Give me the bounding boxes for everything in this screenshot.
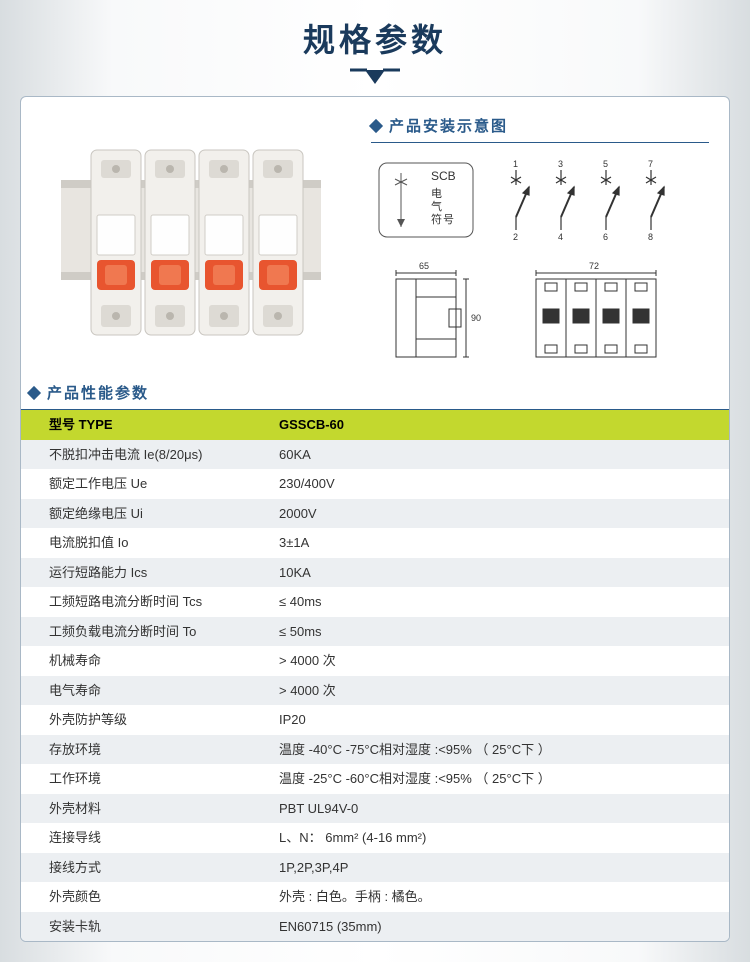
spec-value: IP20 xyxy=(251,705,729,735)
spec-label: 外壳防护等级 xyxy=(21,705,251,735)
diamond-icon xyxy=(369,118,383,132)
spec-label: 连接导线 xyxy=(21,823,251,853)
svg-text:2: 2 xyxy=(513,232,518,242)
table-row: 额定工作电压 Ue230/400V xyxy=(21,469,729,499)
spec-value: 3±1A xyxy=(251,528,729,558)
svg-text:号: 号 xyxy=(443,213,454,226)
table-header-row: 型号 TYPE GSSCB-60 xyxy=(21,410,729,440)
install-heading-text: 产品安装示意图 xyxy=(389,115,508,136)
spec-label: 接线方式 xyxy=(21,853,251,883)
svg-text:8: 8 xyxy=(648,232,653,242)
spec-label: 外壳材料 xyxy=(21,794,251,824)
svg-text:6: 6 xyxy=(603,232,608,242)
table-row: 存放环境温度 -40°C -75°C相对湿度 :<95% （ 25°C下 ） xyxy=(21,735,729,765)
install-heading: 产品安装示意图 xyxy=(371,115,709,143)
svg-text:气: 气 xyxy=(431,199,442,213)
table-row: 电气寿命> 4000 次 xyxy=(21,676,729,706)
spec-value: 温度 -25°C -60°C相对湿度 :<95% （ 25°C下 ） xyxy=(251,764,729,794)
spec-value: 230/400V xyxy=(251,469,729,499)
spec-value: 10KA xyxy=(251,558,729,588)
table-row: 工频短路电流分断时间 Tcs≤ 40ms xyxy=(21,587,729,617)
side-outline-diagram: 65 90 xyxy=(371,257,491,367)
svg-text:5: 5 xyxy=(603,159,608,169)
table-row: 外壳材料PBT UL94V-0 xyxy=(21,794,729,824)
spec-value: 2000V xyxy=(251,499,729,529)
table-row: 工作环境温度 -25°C -60°C相对湿度 :<95% （ 25°C下 ） xyxy=(21,764,729,794)
spec-label: 安装卡轨 xyxy=(21,912,251,942)
table-row: 电流脱扣值 Io3±1A xyxy=(21,528,729,558)
install-diagrams: SCB 电 气 符 号 1 xyxy=(371,155,709,367)
svg-text:7: 7 xyxy=(648,159,653,169)
table-row: 接线方式1P,2P,3P,4P xyxy=(21,853,729,883)
spec-value: > 4000 次 xyxy=(251,646,729,676)
table-row: 运行短路能力 Ics10KA xyxy=(21,558,729,588)
spec-value: 温度 -40°C -75°C相对湿度 :<95% （ 25°C下 ） xyxy=(251,735,729,765)
page-title: 规格参数 xyxy=(0,0,750,66)
spec-value: L、N： 6mm² (4-16 mm²) xyxy=(251,823,729,853)
spec-label: 工作环境 xyxy=(21,764,251,794)
svg-text:3: 3 xyxy=(558,159,563,169)
table-row: 工频负载电流分断时间 To≤ 50ms xyxy=(21,617,729,647)
svg-text:SCB: SCB xyxy=(431,169,456,183)
spec-value: 外壳 : 白色。手柄 : 橘色。 xyxy=(251,882,729,912)
spec-value: 60KA xyxy=(251,440,729,470)
table-row: 额定绝缘电压 Ui2000V xyxy=(21,499,729,529)
front-outline-diagram: 72 xyxy=(511,257,681,367)
spec-label: 不脱扣冲击电流 Ie(8/20μs) xyxy=(21,440,251,470)
table-row: 安装卡轨EN60715 (35mm) xyxy=(21,912,729,942)
spec-value: ≤ 50ms xyxy=(251,617,729,647)
product-photo xyxy=(41,115,351,365)
table-row: 外壳颜色外壳 : 白色。手柄 : 橘色。 xyxy=(21,882,729,912)
svg-text:电: 电 xyxy=(431,187,442,200)
header-value: GSSCB-60 xyxy=(251,410,729,440)
svg-text:符: 符 xyxy=(431,213,442,226)
install-diagram-column: 产品安装示意图 SCB 电 气 符 号 xyxy=(371,115,709,367)
svg-text:1: 1 xyxy=(513,159,518,169)
spec-table: 型号 TYPE GSSCB-60 不脱扣冲击电流 Ie(8/20μs)60KA额… xyxy=(21,410,729,941)
table-row: 机械寿命> 4000 次 xyxy=(21,646,729,676)
spec-label: 电流脱扣值 Io xyxy=(21,528,251,558)
svg-text:65: 65 xyxy=(419,261,429,271)
main-panel: 产品安装示意图 SCB 电 气 符 号 xyxy=(20,96,730,942)
spec-label: 工频短路电流分断时间 Tcs xyxy=(21,587,251,617)
spec-label: 存放环境 xyxy=(21,735,251,765)
header-label: 型号 TYPE xyxy=(21,410,251,440)
svg-text:4: 4 xyxy=(558,232,563,242)
spec-value: ≤ 40ms xyxy=(251,587,729,617)
symbol-box-diagram: SCB 电 气 符 号 xyxy=(371,155,481,245)
spec-value: > 4000 次 xyxy=(251,676,729,706)
spec-value: EN60715 (35mm) xyxy=(251,912,729,942)
title-arrow-icon xyxy=(0,66,750,88)
table-row: 外壳防护等级IP20 xyxy=(21,705,729,735)
spec-value: PBT UL94V-0 xyxy=(251,794,729,824)
table-row: 连接导线L、N： 6mm² (4-16 mm²) xyxy=(21,823,729,853)
spec-label: 工频负载电流分断时间 To xyxy=(21,617,251,647)
upper-section: 产品安装示意图 SCB 电 气 符 号 xyxy=(21,115,729,382)
diamond-icon xyxy=(27,385,41,399)
spec-label: 额定工作电压 Ue xyxy=(21,469,251,499)
svg-text:72: 72 xyxy=(589,261,599,271)
table-row: 不脱扣冲击电流 Ie(8/20μs)60KA xyxy=(21,440,729,470)
spec-label: 外壳颜色 xyxy=(21,882,251,912)
spec-heading: 产品性能参数 xyxy=(21,382,729,410)
spec-heading-text: 产品性能参数 xyxy=(47,382,149,403)
svg-text:90: 90 xyxy=(471,313,481,323)
spec-label: 额定绝缘电压 Ui xyxy=(21,499,251,529)
spec-label: 机械寿命 xyxy=(21,646,251,676)
spec-label: 运行短路能力 Ics xyxy=(21,558,251,588)
switch-symbols-diagram: 1 2 3 xyxy=(501,155,681,245)
spec-value: 1P,2P,3P,4P xyxy=(251,853,729,883)
spec-label: 电气寿命 xyxy=(21,676,251,706)
